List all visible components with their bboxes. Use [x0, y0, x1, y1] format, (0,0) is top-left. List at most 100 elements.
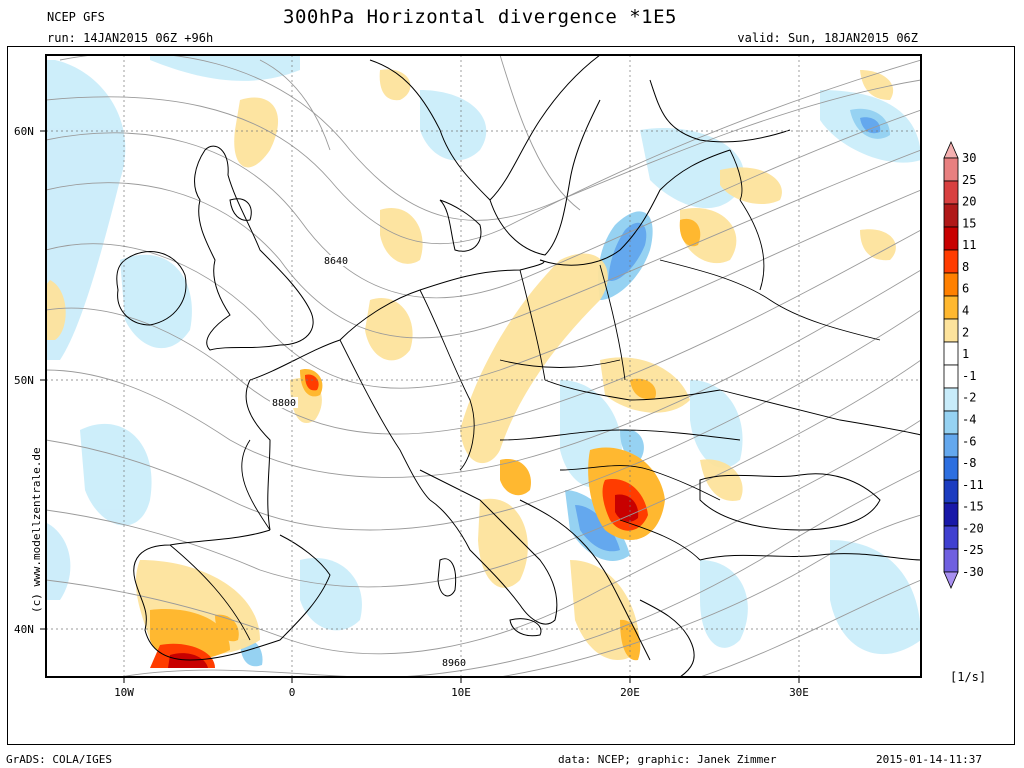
colorbar-bottom-arrow	[943, 571, 959, 589]
colorbar-swatch	[943, 364, 959, 389]
height-contour	[499, 55, 581, 211]
divergence-core	[679, 218, 701, 247]
convergence-area	[120, 254, 192, 349]
height-contour	[46, 229, 921, 435]
colorbar-swatch	[943, 249, 959, 274]
divergence-area	[379, 69, 411, 101]
convergence-area	[420, 90, 487, 161]
colorbar-swatch	[943, 456, 959, 481]
height-contour	[119, 469, 921, 677]
convergence-area	[830, 540, 921, 655]
finland-coast	[649, 79, 791, 143]
convergence-area	[80, 423, 152, 526]
lat-label-50n: 50N	[14, 374, 34, 387]
height-contour	[46, 59, 921, 245]
lon-label-10w: 10W	[114, 686, 134, 699]
divergence-area	[720, 167, 782, 205]
colorbar-label: -6	[962, 434, 976, 448]
colorbar-label: 11	[962, 238, 976, 252]
country-border	[519, 269, 546, 381]
colorbar-swatch	[943, 226, 959, 251]
lat-label-60n: 60N	[14, 125, 34, 138]
colorbar-label: 30	[962, 151, 976, 165]
iceland-like-island	[229, 198, 252, 221]
height-contour	[699, 579, 921, 677]
colorbar-label: -8	[962, 456, 976, 470]
iberia-coast	[133, 529, 331, 661]
colorbar-swatch	[943, 295, 959, 320]
convergence-area	[46, 60, 126, 360]
height-contour	[46, 149, 921, 339]
colorbar-label: 20	[962, 195, 976, 209]
chart-title: 300hPa Horizontal divergence *1E5	[283, 6, 677, 28]
colorbar-label: -30	[962, 565, 984, 579]
colorbar-swatch	[943, 203, 959, 228]
footer-timestamp: 2015-01-14-11:37	[876, 753, 982, 766]
ireland-coast	[116, 251, 187, 326]
model-name: NCEP GFS	[47, 10, 105, 24]
colorbar-swatch	[943, 387, 959, 412]
footer-source: data: NCEP; graphic: Janek Zimmer	[558, 753, 777, 766]
divergence-area	[234, 97, 279, 168]
coastlines	[116, 55, 921, 677]
country-border	[499, 359, 621, 368]
lon-label-30e: 30E	[789, 686, 809, 699]
divergence-field	[46, 55, 921, 668]
country-border	[719, 389, 921, 436]
figure-frame	[7, 46, 1015, 745]
height-contour	[46, 309, 921, 531]
colorbar-unit: [1/s]	[950, 670, 987, 684]
height-contour	[46, 269, 921, 478]
country-border	[599, 264, 626, 381]
colorbar-swatch	[943, 525, 959, 550]
colorbar-label: 4	[962, 304, 969, 318]
height-contour	[259, 59, 331, 151]
colorbar-label: 8	[962, 260, 969, 274]
contour-label-8800: 8800	[272, 398, 296, 409]
convergence-area	[46, 522, 71, 600]
convergence-core	[860, 117, 881, 134]
colorbar-swatch	[943, 479, 959, 504]
colorbar-label: -25	[962, 543, 984, 557]
colorbar-label: 25	[962, 173, 976, 187]
colorbar: 30 25 20 15 11 8 6 4 2 1 -1 -2 -4 -6 -8 -11 -15 -20 -25 -30	[943, 141, 984, 589]
great-britain-coast	[194, 145, 314, 351]
country-border	[619, 519, 701, 561]
height-contour	[46, 419, 921, 655]
colorbar-swatch	[943, 410, 959, 435]
colorbar-swatch	[943, 180, 959, 205]
colorbar-label: -2	[962, 391, 976, 405]
convergence-area	[150, 55, 300, 81]
colorbar-swatch	[943, 341, 959, 366]
country-border	[729, 149, 743, 201]
convergence-area	[690, 380, 743, 468]
colorbar-swatch	[943, 318, 959, 343]
colorbar-swatch	[943, 548, 959, 573]
convergence-core	[608, 222, 647, 281]
baltic-coast	[539, 149, 731, 266]
divergence-area	[478, 498, 528, 588]
divergence-core	[500, 459, 531, 496]
graticule	[46, 55, 921, 677]
balkans-coast	[519, 499, 651, 661]
divergence-core	[305, 374, 319, 391]
country-border	[241, 439, 271, 531]
contour-label-8640: 8640	[324, 256, 348, 267]
footer-software: GrADS: COLA/IGES	[6, 753, 112, 766]
contour-label-8960: 8960	[442, 658, 466, 669]
height-contour	[46, 189, 921, 389]
colorbar-label: -15	[962, 500, 984, 514]
country-border	[169, 544, 251, 641]
colorbar-top-arrow	[943, 141, 959, 159]
colorbar-label: -4	[962, 412, 976, 426]
lon-label-0: 0	[289, 686, 296, 699]
divergence-area	[860, 229, 896, 261]
divergence-area	[460, 253, 608, 464]
colorbar-label: -20	[962, 521, 984, 535]
height-contour	[46, 359, 921, 588]
colorbar-swatch	[943, 502, 959, 527]
italy-coast	[419, 469, 558, 625]
divergence-max	[615, 494, 639, 522]
divergence-area	[365, 298, 413, 361]
